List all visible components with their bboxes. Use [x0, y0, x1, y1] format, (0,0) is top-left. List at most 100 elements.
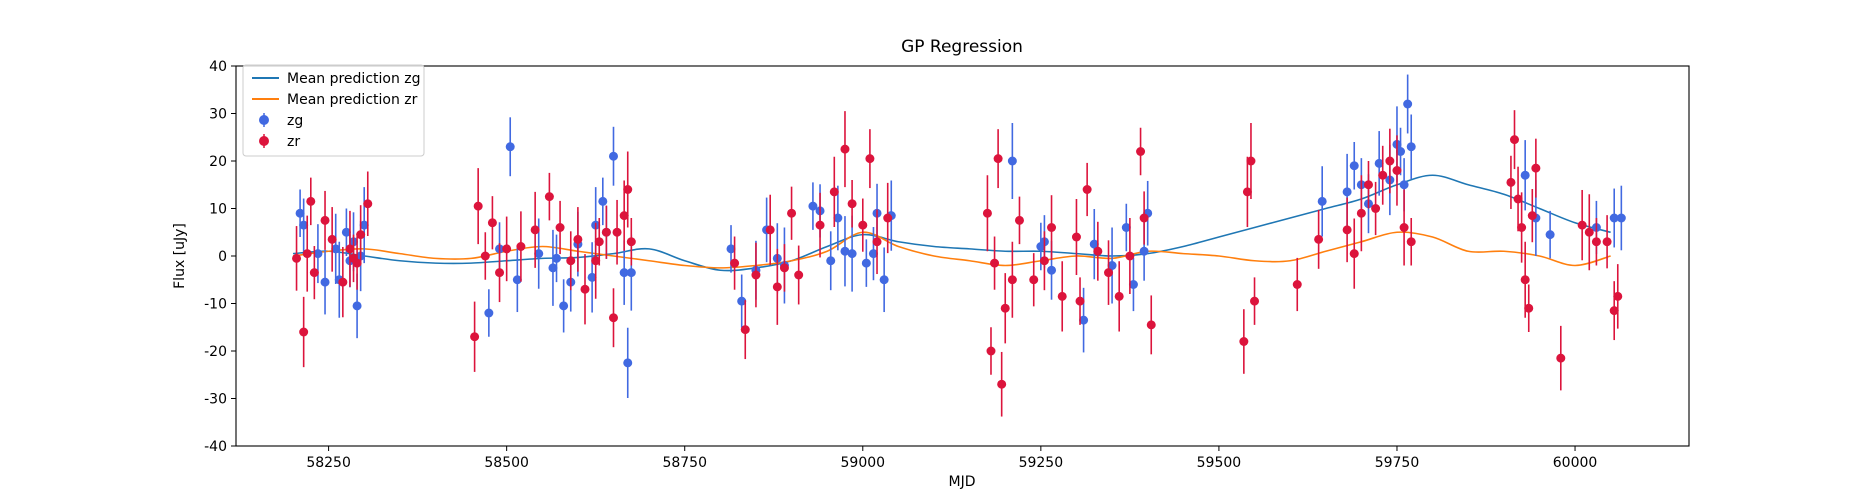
zr-point: [1392, 166, 1402, 175]
zr-point: [1513, 194, 1523, 204]
zr-point: [1242, 187, 1252, 197]
zg-point: [1396, 147, 1406, 156]
zr-point: [612, 227, 622, 237]
zr-point: [1136, 147, 1146, 156]
zr-point: [1609, 306, 1619, 316]
zr-point: [473, 201, 483, 211]
zg-point: [295, 208, 305, 218]
zg-point: [598, 196, 608, 206]
zr-point: [1246, 156, 1256, 166]
x-tick-label: 59250: [1019, 455, 1064, 471]
zg-point: [1399, 180, 1409, 190]
zr-point: [623, 185, 633, 194]
zr-point: [1378, 170, 1388, 180]
zr-point: [338, 277, 348, 287]
zg-point: [320, 277, 330, 287]
legend-label-zr-line: Mean prediction zr: [287, 92, 418, 108]
zg-point: [737, 296, 747, 306]
y-tick-label: -40: [204, 439, 227, 455]
zr-point: [320, 215, 330, 225]
zr-point: [555, 223, 565, 232]
zr-point: [997, 379, 1007, 389]
zr-point: [1250, 296, 1260, 306]
zg-point: [1403, 99, 1413, 109]
x-tick-label: 59000: [841, 455, 886, 471]
zg-point: [552, 253, 562, 263]
zg-point: [331, 244, 341, 254]
zr-point: [480, 251, 490, 261]
zr-point: [751, 270, 761, 280]
zg-point: [505, 142, 515, 152]
legend-swatch-zg-marker: [259, 115, 269, 125]
zg-point: [1317, 196, 1327, 206]
zr-point: [1082, 185, 1092, 194]
zg-point: [587, 272, 597, 282]
y-tick-label: 0: [218, 249, 227, 265]
zg-point: [484, 308, 494, 318]
zr-point: [580, 284, 590, 294]
zr-point: [1139, 213, 1149, 223]
zr-point: [1385, 156, 1395, 166]
zg-point: [868, 249, 878, 259]
zr-point: [1602, 237, 1612, 247]
zg-point: [1349, 161, 1359, 171]
x-axis-label: MJD: [949, 474, 976, 490]
legend-label-zg-line: Mean prediction zg: [287, 71, 421, 87]
zg-point: [1007, 156, 1017, 166]
zg-point: [1139, 246, 1149, 256]
zr-point: [847, 199, 857, 209]
zr-point: [982, 208, 992, 218]
zr-point: [1399, 223, 1409, 232]
zr-point: [544, 192, 554, 202]
axes: 58250 58500 58750 59000 59250 59500 59750 60000…: [204, 59, 1597, 471]
zg-point: [1616, 213, 1626, 223]
legend-label-zr: zr: [287, 134, 300, 150]
zr-point: [495, 268, 505, 278]
zr-point: [883, 213, 893, 223]
zg-point: [1406, 142, 1416, 152]
zg-point: [726, 244, 736, 254]
zg-point: [1079, 315, 1089, 325]
zr-point: [1584, 227, 1594, 237]
zr-point: [1363, 180, 1373, 190]
zr-point: [566, 256, 576, 266]
zr-point: [993, 154, 1003, 164]
zr-point: [1292, 280, 1302, 289]
zr-point: [1057, 291, 1067, 301]
zr-point: [986, 346, 996, 356]
zr-point: [309, 268, 319, 278]
zg-point: [548, 263, 558, 273]
zg-point: [341, 227, 351, 237]
zr-point: [352, 258, 362, 268]
y-axis-label: Flux [uJy]: [172, 223, 188, 289]
zg-point: [512, 275, 522, 285]
zr-point: [1520, 275, 1530, 285]
zg-point: [879, 275, 889, 285]
zr-point: [470, 332, 480, 342]
data-points: [292, 74, 1626, 417]
zg-point: [359, 220, 369, 230]
legend-box: [242, 64, 425, 157]
zr-point: [487, 218, 497, 228]
zg-point: [534, 249, 544, 259]
legend-label-zg: zg: [287, 113, 303, 129]
zr-point: [858, 220, 868, 230]
x-tick-label: 59750: [1375, 455, 1420, 471]
zr-point: [1613, 291, 1623, 301]
zr-point: [1506, 177, 1516, 187]
zg-point: [1342, 187, 1352, 197]
zr-point: [1527, 211, 1537, 221]
y-tick-label: -20: [204, 344, 227, 360]
x-tick-label: 60000: [1553, 455, 1598, 471]
zr-point: [601, 227, 611, 237]
x-tick-label: 58250: [306, 455, 351, 471]
zg-point: [861, 258, 871, 268]
zg-point: [626, 268, 636, 278]
zr-point: [1524, 303, 1534, 313]
zg-point: [1374, 158, 1384, 168]
x-tick-label: 59500: [1197, 455, 1242, 471]
zg-point: [1089, 239, 1099, 249]
zg-point: [847, 249, 857, 259]
zr-point: [327, 234, 337, 244]
